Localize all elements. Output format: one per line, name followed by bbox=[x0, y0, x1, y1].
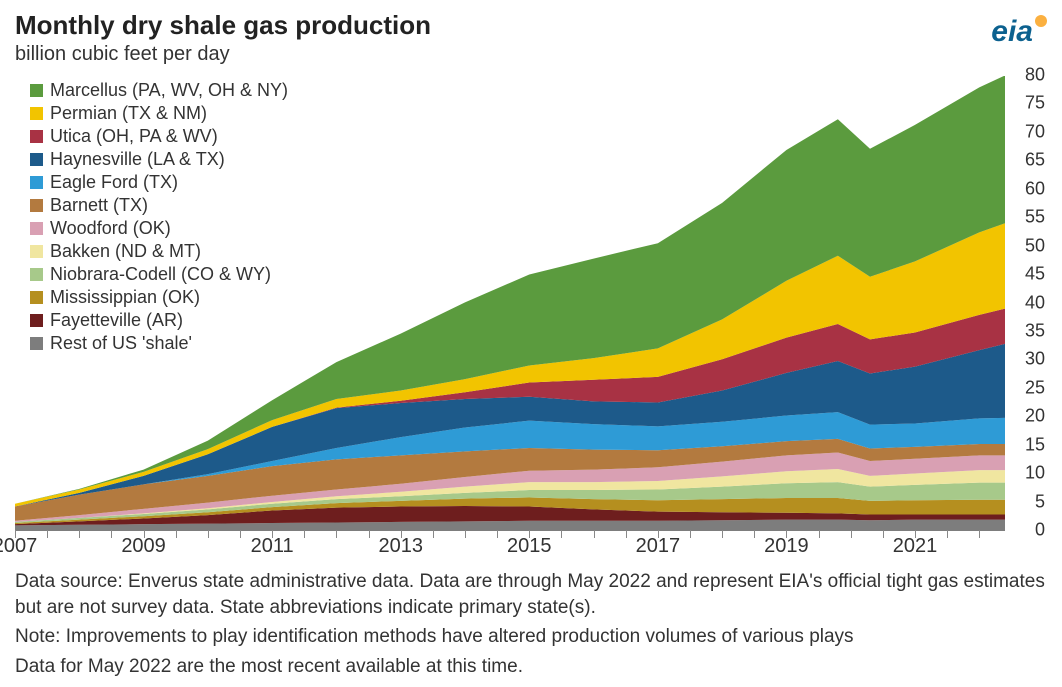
x-tick-label: 2013 bbox=[378, 535, 423, 558]
y-tick-label: 5 bbox=[1035, 491, 1045, 512]
legend-item: Eagle Ford (TX) bbox=[30, 172, 288, 193]
legend-swatch bbox=[30, 199, 43, 212]
y-tick-label: 0 bbox=[1035, 520, 1045, 541]
x-tick-mark bbox=[851, 530, 852, 538]
x-tick-mark bbox=[111, 530, 112, 538]
y-tick-label: 45 bbox=[1025, 264, 1045, 285]
y-tick-label: 35 bbox=[1025, 320, 1045, 341]
legend-item: Bakken (ND & MT) bbox=[30, 241, 288, 262]
x-tick-mark bbox=[626, 530, 627, 538]
x-tick-mark bbox=[883, 530, 884, 538]
x-tick-mark bbox=[819, 530, 820, 538]
y-tick-label: 10 bbox=[1025, 463, 1045, 484]
x-tick-mark bbox=[465, 530, 466, 538]
x-tick-mark bbox=[433, 530, 434, 538]
legend-label: Permian (TX & NM) bbox=[50, 103, 207, 124]
y-tick-label: 25 bbox=[1025, 377, 1045, 398]
legend-item: Fayetteville (AR) bbox=[30, 310, 288, 331]
x-tick-mark bbox=[79, 530, 80, 538]
legend-label: Mississippian (OK) bbox=[50, 287, 200, 308]
legend-swatch bbox=[30, 84, 43, 97]
chart-title: Monthly dry shale gas production bbox=[15, 10, 1047, 41]
legend-label: Barnett (TX) bbox=[50, 195, 148, 216]
x-tick-label: 2019 bbox=[764, 535, 809, 558]
legend-label: Utica (OH, PA & WV) bbox=[50, 126, 218, 147]
legend-label: Fayetteville (AR) bbox=[50, 310, 183, 331]
legend-label: Haynesville (LA & TX) bbox=[50, 149, 225, 170]
legend-swatch bbox=[30, 107, 43, 120]
eia-logo: eia bbox=[991, 15, 1047, 49]
y-tick-label: 60 bbox=[1025, 178, 1045, 199]
footnote-line: Data source: Enverus state administrativ… bbox=[15, 569, 1047, 620]
y-tick-label: 80 bbox=[1025, 65, 1045, 86]
y-tick-label: 55 bbox=[1025, 207, 1045, 228]
legend-swatch bbox=[30, 314, 43, 327]
x-tick-mark bbox=[47, 530, 48, 538]
footnote-line: Data for May 2022 are the most recent av… bbox=[15, 654, 1047, 680]
legend-swatch bbox=[30, 245, 43, 258]
y-tick-label: 40 bbox=[1025, 292, 1045, 313]
x-tick-label: 2021 bbox=[893, 535, 938, 558]
legend-swatch bbox=[30, 222, 43, 235]
x-tick-mark bbox=[240, 530, 241, 538]
x-tick-mark bbox=[497, 530, 498, 538]
x-tick-mark bbox=[754, 530, 755, 538]
y-tick-label: 75 bbox=[1025, 93, 1045, 114]
chart-subtitle: billion cubic feet per day bbox=[15, 43, 1047, 66]
legend-label: Marcellus (PA, WV, OH & NY) bbox=[50, 80, 288, 101]
legend-label: Bakken (ND & MT) bbox=[50, 241, 201, 262]
legend-label: Rest of US 'shale' bbox=[50, 333, 192, 354]
legend-swatch bbox=[30, 268, 43, 281]
logo-text: eia bbox=[991, 15, 1033, 48]
x-tick-mark bbox=[176, 530, 177, 538]
x-tick-mark bbox=[594, 530, 595, 538]
legend: Marcellus (PA, WV, OH & NY)Permian (TX &… bbox=[30, 80, 288, 356]
legend-label: Niobrara-Codell (CO & WY) bbox=[50, 264, 271, 285]
x-tick-label: 2007 bbox=[0, 535, 37, 558]
x-tick-mark bbox=[690, 530, 691, 538]
x-tick-mark bbox=[722, 530, 723, 538]
y-tick-label: 50 bbox=[1025, 235, 1045, 256]
x-tick-mark bbox=[336, 530, 337, 538]
y-tick-label: 70 bbox=[1025, 121, 1045, 142]
y-tick-label: 15 bbox=[1025, 434, 1045, 455]
legend-item: Rest of US 'shale' bbox=[30, 333, 288, 354]
legend-item: Utica (OH, PA & WV) bbox=[30, 126, 288, 147]
x-tick-label: 2011 bbox=[251, 535, 294, 558]
legend-swatch bbox=[30, 130, 43, 143]
footnotes: Data source: Enverus state administrativ… bbox=[15, 569, 1047, 680]
x-tick-mark bbox=[304, 530, 305, 538]
legend-swatch bbox=[30, 176, 43, 189]
y-tick-label: 65 bbox=[1025, 150, 1045, 171]
legend-label: Woodford (OK) bbox=[50, 218, 171, 239]
legend-swatch bbox=[30, 291, 43, 304]
logo-sun-icon bbox=[1035, 15, 1047, 27]
legend-swatch bbox=[30, 337, 43, 350]
x-tick-mark bbox=[979, 530, 980, 538]
x-tick-label: 2017 bbox=[636, 535, 681, 558]
footnote-line: Note: Improvements to play identificatio… bbox=[15, 624, 1047, 650]
legend-item: Marcellus (PA, WV, OH & NY) bbox=[30, 80, 288, 101]
legend-item: Woodford (OK) bbox=[30, 218, 288, 239]
x-tick-label: 2009 bbox=[121, 535, 166, 558]
legend-label: Eagle Ford (TX) bbox=[50, 172, 178, 193]
chart-container: eia Monthly dry shale gas production bil… bbox=[15, 10, 1047, 677]
x-tick-label: 2015 bbox=[507, 535, 552, 558]
x-tick-mark bbox=[947, 530, 948, 538]
legend-item: Niobrara-Codell (CO & WY) bbox=[30, 264, 288, 285]
legend-item: Barnett (TX) bbox=[30, 195, 288, 216]
x-tick-mark bbox=[369, 530, 370, 538]
legend-item: Mississippian (OK) bbox=[30, 287, 288, 308]
y-tick-label: 20 bbox=[1025, 406, 1045, 427]
x-tick-mark bbox=[561, 530, 562, 538]
legend-item: Permian (TX & NM) bbox=[30, 103, 288, 124]
x-tick-mark bbox=[208, 530, 209, 538]
legend-item: Haynesville (LA & TX) bbox=[30, 149, 288, 170]
y-tick-label: 30 bbox=[1025, 349, 1045, 370]
legend-swatch bbox=[30, 153, 43, 166]
